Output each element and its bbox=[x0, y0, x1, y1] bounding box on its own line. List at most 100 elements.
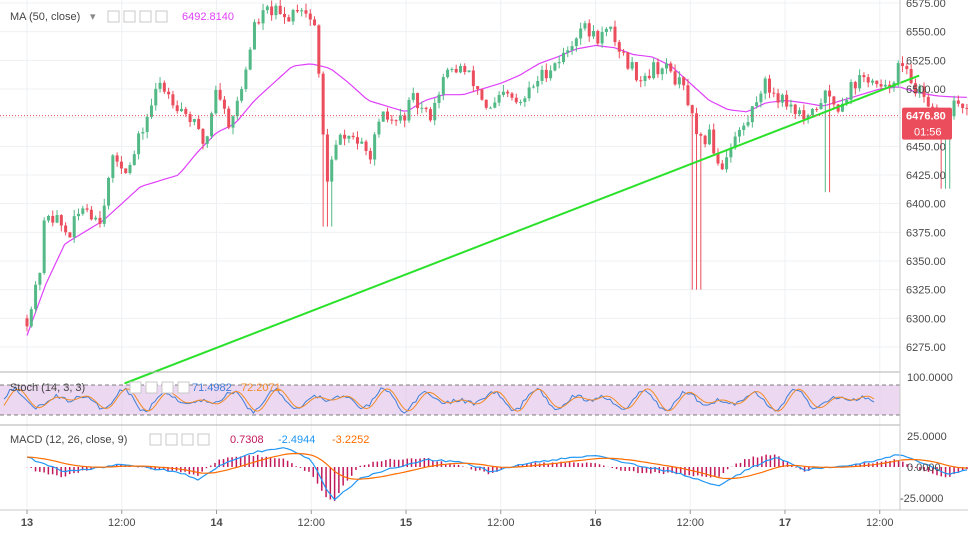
candle-body bbox=[454, 68, 458, 73]
stoch-pane: Stoch (14, 3, 3) 71.4982 72.2071 100.000… bbox=[0, 371, 953, 416]
candle-body bbox=[712, 129, 716, 154]
candle-body bbox=[287, 17, 291, 22]
candle-body bbox=[42, 220, 46, 274]
candle-body bbox=[29, 309, 33, 327]
candle-body bbox=[458, 66, 462, 73]
candle-body bbox=[828, 90, 832, 97]
candle-body bbox=[630, 62, 634, 69]
candle-body bbox=[540, 69, 544, 81]
candle-body bbox=[686, 85, 690, 106]
candle-body bbox=[574, 38, 578, 47]
candle-body bbox=[158, 82, 162, 89]
candle-body bbox=[77, 213, 81, 217]
candle-body bbox=[579, 28, 583, 39]
candle-body bbox=[613, 26, 617, 43]
candle-body bbox=[390, 119, 394, 121]
candle-body bbox=[909, 69, 913, 84]
candle-body bbox=[737, 130, 741, 137]
candle-body bbox=[523, 98, 527, 103]
add-icon[interactable] bbox=[139, 10, 152, 23]
stoch-eye-icon[interactable] bbox=[129, 381, 142, 394]
candle-body bbox=[506, 91, 510, 94]
macd-close-icon[interactable] bbox=[197, 433, 210, 446]
candle-body bbox=[561, 52, 565, 63]
candle-body bbox=[643, 75, 647, 82]
candle-body bbox=[368, 150, 372, 160]
macd-line bbox=[26, 447, 967, 501]
candle-body bbox=[55, 215, 59, 223]
stoch-add-icon[interactable] bbox=[161, 381, 174, 394]
y-tick-label: 6325.00 bbox=[906, 285, 946, 297]
candle-body bbox=[467, 70, 471, 72]
candle-body bbox=[639, 80, 643, 82]
candle-body bbox=[780, 94, 784, 103]
settings-icon[interactable] bbox=[123, 10, 136, 23]
candle-body bbox=[845, 99, 849, 104]
candle-body bbox=[394, 120, 398, 122]
candle-body bbox=[411, 93, 415, 100]
candle-body bbox=[188, 114, 192, 123]
candle-body bbox=[913, 83, 917, 94]
candle-body bbox=[214, 89, 218, 114]
macd-buttons[interactable] bbox=[149, 433, 210, 446]
legend-buttons[interactable] bbox=[107, 10, 168, 23]
candle-body bbox=[265, 6, 269, 11]
ma-line bbox=[26, 44, 967, 336]
macd-add-icon[interactable] bbox=[181, 433, 194, 446]
candle-body bbox=[308, 13, 312, 20]
candle-body bbox=[489, 107, 493, 109]
close-icon[interactable] bbox=[155, 10, 168, 23]
price-grid bbox=[0, 2, 900, 348]
candle-body bbox=[222, 99, 226, 109]
candle-body bbox=[626, 52, 630, 69]
support-trendline[interactable] bbox=[124, 74, 920, 385]
candle-body bbox=[218, 89, 222, 100]
candle-body bbox=[557, 62, 561, 64]
candle-body bbox=[111, 155, 115, 178]
macd-settings-icon[interactable] bbox=[165, 433, 178, 446]
candle-body bbox=[849, 82, 853, 100]
macd-axis-top: 25.0000 bbox=[907, 431, 947, 443]
top-legend: MA (50, close) ▾ 6492.8140 bbox=[10, 10, 234, 23]
candle-body bbox=[94, 217, 98, 220]
candle-body bbox=[763, 78, 767, 94]
candle-body bbox=[767, 78, 771, 93]
candle-body bbox=[695, 113, 699, 135]
macd-eye-icon[interactable] bbox=[149, 433, 162, 446]
candle-body bbox=[64, 225, 68, 233]
candle-body bbox=[802, 110, 806, 120]
eye-icon[interactable] bbox=[107, 10, 120, 23]
y-tick-label: 6450.00 bbox=[906, 141, 946, 153]
candle-body bbox=[141, 132, 145, 134]
candle-body bbox=[514, 97, 518, 103]
time-axis[interactable]: 13 12:00 14 12:00 15 12:00 16 12:00 17 12:00 bbox=[21, 510, 894, 529]
x-tick-label: 12:00 bbox=[108, 517, 136, 529]
candle-body bbox=[622, 51, 626, 53]
y-tick-label: 6300.00 bbox=[906, 313, 946, 325]
x-tick-label: 12:00 bbox=[297, 517, 325, 529]
candle-body bbox=[428, 109, 432, 121]
candle-body bbox=[901, 63, 905, 67]
candle-body bbox=[381, 111, 385, 122]
candle-body bbox=[789, 104, 793, 107]
candle-body bbox=[205, 136, 209, 144]
candle-body bbox=[355, 137, 359, 144]
candle-body bbox=[107, 177, 111, 206]
chevron-down-icon[interactable]: ▾ bbox=[90, 11, 96, 23]
candle-body bbox=[699, 134, 703, 136]
stoch-settings-icon[interactable] bbox=[145, 381, 158, 394]
candle-body bbox=[25, 318, 29, 327]
candle-body bbox=[446, 69, 450, 78]
stoch-d-line bbox=[3, 388, 875, 412]
stoch-buttons[interactable] bbox=[129, 381, 190, 394]
candle-body bbox=[716, 153, 720, 164]
candle-body bbox=[184, 108, 188, 115]
candle-body bbox=[858, 75, 862, 89]
candle-body bbox=[815, 109, 819, 111]
x-tick-label: 16 bbox=[589, 517, 601, 529]
candle-body bbox=[81, 208, 85, 214]
candle-body bbox=[347, 135, 351, 139]
candle-body bbox=[922, 86, 926, 97]
stoch-close-icon[interactable] bbox=[177, 381, 190, 394]
